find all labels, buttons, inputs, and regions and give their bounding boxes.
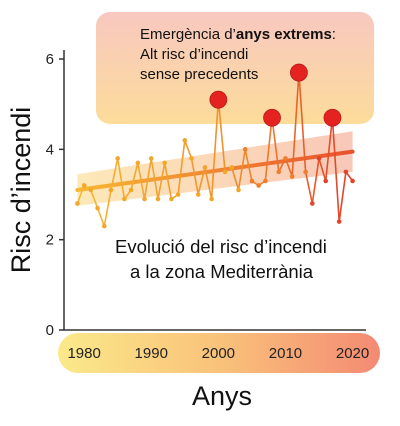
series-point [81, 183, 87, 188]
x-tick-label: 1980 [67, 345, 100, 362]
extreme-points [209, 63, 342, 127]
series-point [249, 178, 255, 184]
y-ticks: 0 2 4 6 [46, 51, 64, 339]
series-point [350, 178, 355, 184]
series-line [76, 71, 354, 227]
x-axis-band [58, 333, 380, 373]
series-point [135, 160, 141, 166]
series-point [276, 169, 282, 175]
series-point [182, 138, 188, 143]
y-tick-label: 6 [46, 51, 54, 68]
series-point [101, 223, 107, 229]
series-point [75, 201, 80, 206]
series-point [175, 192, 181, 197]
inner-text-line-2: a la zona Mediterrània [130, 261, 314, 282]
series-point [108, 187, 114, 193]
y-tick-label: 0 [46, 322, 54, 339]
series-point [289, 174, 295, 179]
x-axis-label: Anys [192, 381, 252, 411]
extreme-year-marker [289, 63, 308, 82]
extreme-year-marker [323, 108, 342, 127]
series-point [263, 178, 268, 184]
y-tick-label: 4 [46, 141, 54, 158]
series-point [155, 196, 161, 202]
annotation-line-1: Emergència d’anys extrems: [140, 26, 336, 43]
series-point [343, 169, 349, 175]
series-point [95, 205, 100, 211]
x-tick-label: 2010 [269, 345, 302, 362]
annotation-line-2: Alt risc d’incendi [140, 46, 248, 63]
series-point [189, 156, 194, 161]
series-point [242, 147, 248, 152]
trend-line [75, 149, 355, 192]
annotation-box [96, 12, 374, 124]
y-axis-label: Risc d’incendi [6, 107, 36, 274]
series-point [256, 183, 261, 188]
series-point [303, 169, 308, 175]
series-point [283, 156, 288, 161]
x-tick-label: 2020 [336, 345, 369, 362]
series-point [122, 196, 127, 202]
extreme-year-marker [209, 90, 228, 109]
series-point [316, 156, 322, 161]
series-point [148, 156, 154, 161]
extreme-year-marker [263, 108, 281, 127]
series-point [229, 165, 235, 170]
x-tick-label: 1990 [135, 345, 168, 362]
inner-text-line-1: Evolució del risc d’incendi [115, 236, 327, 257]
series-point [236, 187, 241, 193]
series-point [88, 187, 94, 193]
annotation-line-3: sense precedents [140, 66, 258, 83]
series-point [128, 187, 134, 193]
x-ticks: 1980 1990 2000 2010 2020 [67, 345, 369, 362]
x-tick-label: 2000 [202, 345, 235, 362]
series-point [162, 160, 167, 166]
series-point [169, 196, 174, 202]
series-point [202, 165, 208, 170]
series-point [115, 156, 120, 161]
series-point [310, 201, 315, 206]
y-tick-label: 2 [46, 232, 54, 249]
series-point [323, 178, 329, 184]
series-point [142, 196, 147, 202]
series-points [75, 70, 355, 229]
series-point [195, 192, 201, 197]
series-point [336, 219, 342, 224]
series-point [222, 169, 228, 175]
series-point [209, 196, 214, 202]
